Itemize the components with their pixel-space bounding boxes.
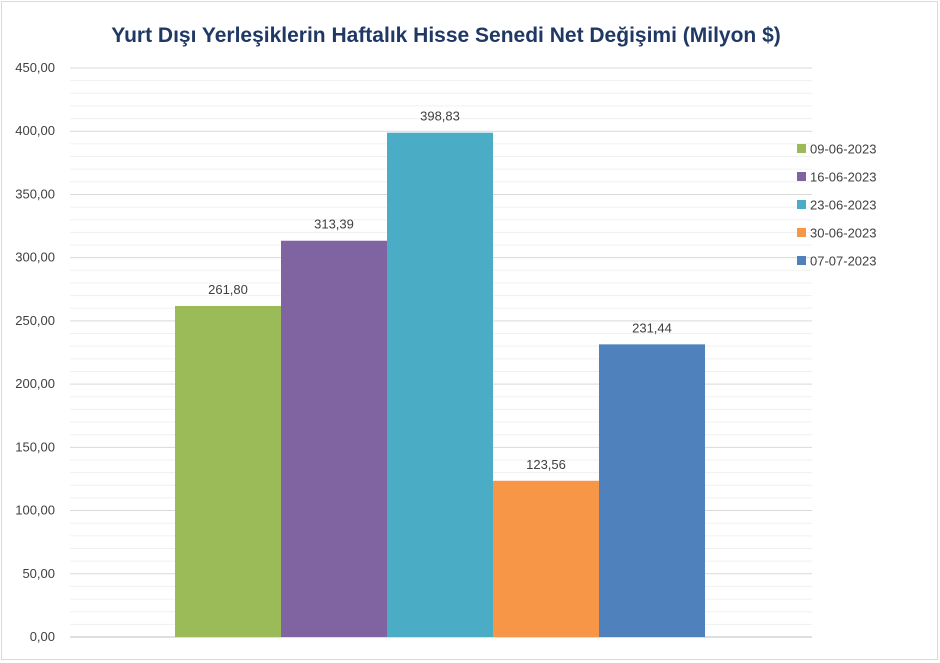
legend-label: 09-06-2023 xyxy=(810,142,877,157)
y-tick-label: 100,00 xyxy=(15,503,55,518)
bar xyxy=(387,132,493,637)
data-labels: 261,80 313,39 398,83 123,56 231,44 xyxy=(208,109,672,472)
bar xyxy=(493,480,599,637)
bar xyxy=(281,240,387,637)
legend-label: 16-06-2023 xyxy=(810,170,877,185)
data-label: 231,44 xyxy=(632,320,672,335)
bar xyxy=(599,344,705,637)
bars xyxy=(175,132,705,637)
y-tick-label: 150,00 xyxy=(15,439,55,454)
data-label: 313,39 xyxy=(314,217,354,232)
legend-swatch xyxy=(797,172,806,181)
data-label: 123,56 xyxy=(526,457,566,472)
y-tick-label: 250,00 xyxy=(15,313,55,328)
bar xyxy=(175,305,281,637)
y-tick-label: 400,00 xyxy=(15,123,55,138)
y-tick-label: 300,00 xyxy=(15,250,55,265)
legend-label: 30-06-2023 xyxy=(810,226,877,241)
legend-swatch xyxy=(797,144,806,153)
y-tick-label: 200,00 xyxy=(15,376,55,391)
y-tick-label: 50,00 xyxy=(22,566,55,581)
y-tick-label: 350,00 xyxy=(15,186,55,201)
y-axis: 0,00 50,00 100,00 150,00 200,00 250,00 300,00 3… xyxy=(15,60,55,644)
y-tick-label: 450,00 xyxy=(15,60,55,75)
legend-swatch xyxy=(797,200,806,209)
data-label: 398,83 xyxy=(420,109,460,124)
y-tick-label: 0,00 xyxy=(30,629,55,644)
legend-swatch xyxy=(797,228,806,237)
chart-title: Yurt Dışı Yerleşiklerin Haftalık Hisse S… xyxy=(111,24,781,47)
legend-label: 07-07-2023 xyxy=(810,254,877,269)
legend-swatch xyxy=(797,256,806,265)
legend-label: 23-06-2023 xyxy=(810,198,877,213)
legend: 09-06-2023 16-06-2023 23-06-2023 30-06-2023… xyxy=(797,142,877,269)
data-label: 261,80 xyxy=(208,282,248,297)
